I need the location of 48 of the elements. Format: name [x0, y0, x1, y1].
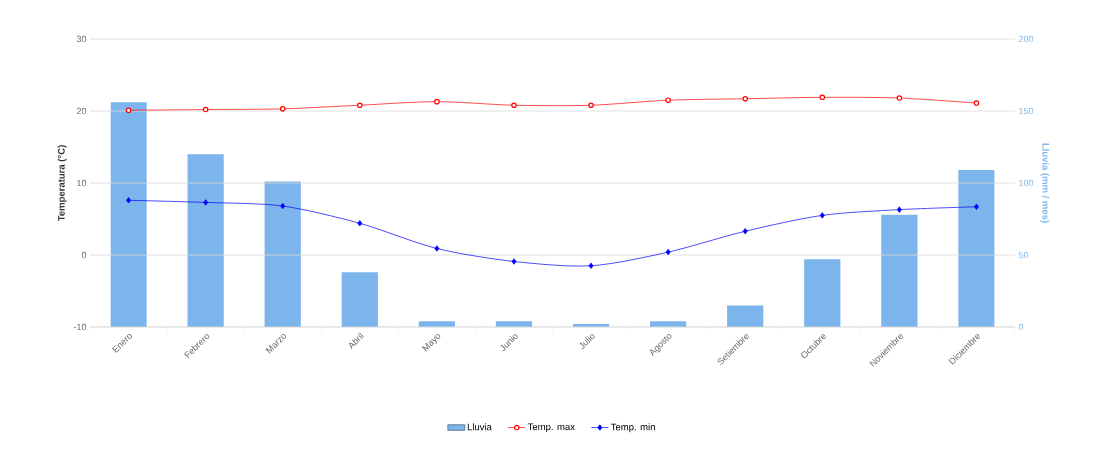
point [588, 102, 594, 109]
bar [110, 102, 147, 327]
point [819, 94, 826, 101]
y2-tick-label: 50 [1018, 251, 1029, 259]
point [896, 206, 902, 213]
y2-axis-title: Lluvia (mm / mes) [1040, 143, 1050, 223]
point [279, 106, 286, 112]
y2-tick-label: 100 [1019, 179, 1034, 187]
point [896, 95, 903, 101]
y2-tick-label: 150 [1019, 107, 1034, 115]
point [511, 258, 517, 265]
legend-label: Temp. min [610, 423, 655, 433]
bar [958, 170, 995, 327]
y-tick-label: 0 [81, 251, 87, 259]
y2-tick-label: 0 [1018, 323, 1024, 331]
point [357, 220, 363, 227]
y-axis-title: Temperatura (°C) [57, 145, 67, 222]
point [974, 203, 979, 210]
y-tick-label: 30 [76, 35, 87, 43]
y-tick-label: 20 [76, 107, 87, 115]
point [973, 100, 980, 106]
y2-tick-label: 200 [1018, 35, 1034, 43]
y-tick-label: -10 [73, 323, 87, 331]
point [280, 202, 286, 210]
legend-label: Temp. max [527, 423, 575, 433]
point [819, 212, 825, 219]
point [665, 97, 671, 103]
x-tick-label: Julio [579, 334, 595, 349]
point [434, 245, 440, 252]
point [434, 98, 440, 105]
point [511, 102, 517, 109]
bar [264, 181, 301, 327]
bar [804, 259, 841, 327]
point [125, 107, 132, 114]
bar [187, 154, 224, 327]
point [202, 106, 209, 113]
bar [881, 214, 918, 327]
point [742, 95, 749, 102]
point [742, 228, 748, 235]
bar [341, 272, 378, 327]
point [126, 197, 131, 204]
y-tick-label: 10 [77, 179, 87, 187]
point [588, 262, 594, 269]
bar [727, 305, 764, 327]
point [357, 102, 363, 109]
legend-label: Lluvia [467, 423, 492, 431]
point [203, 199, 209, 206]
point [665, 248, 671, 256]
